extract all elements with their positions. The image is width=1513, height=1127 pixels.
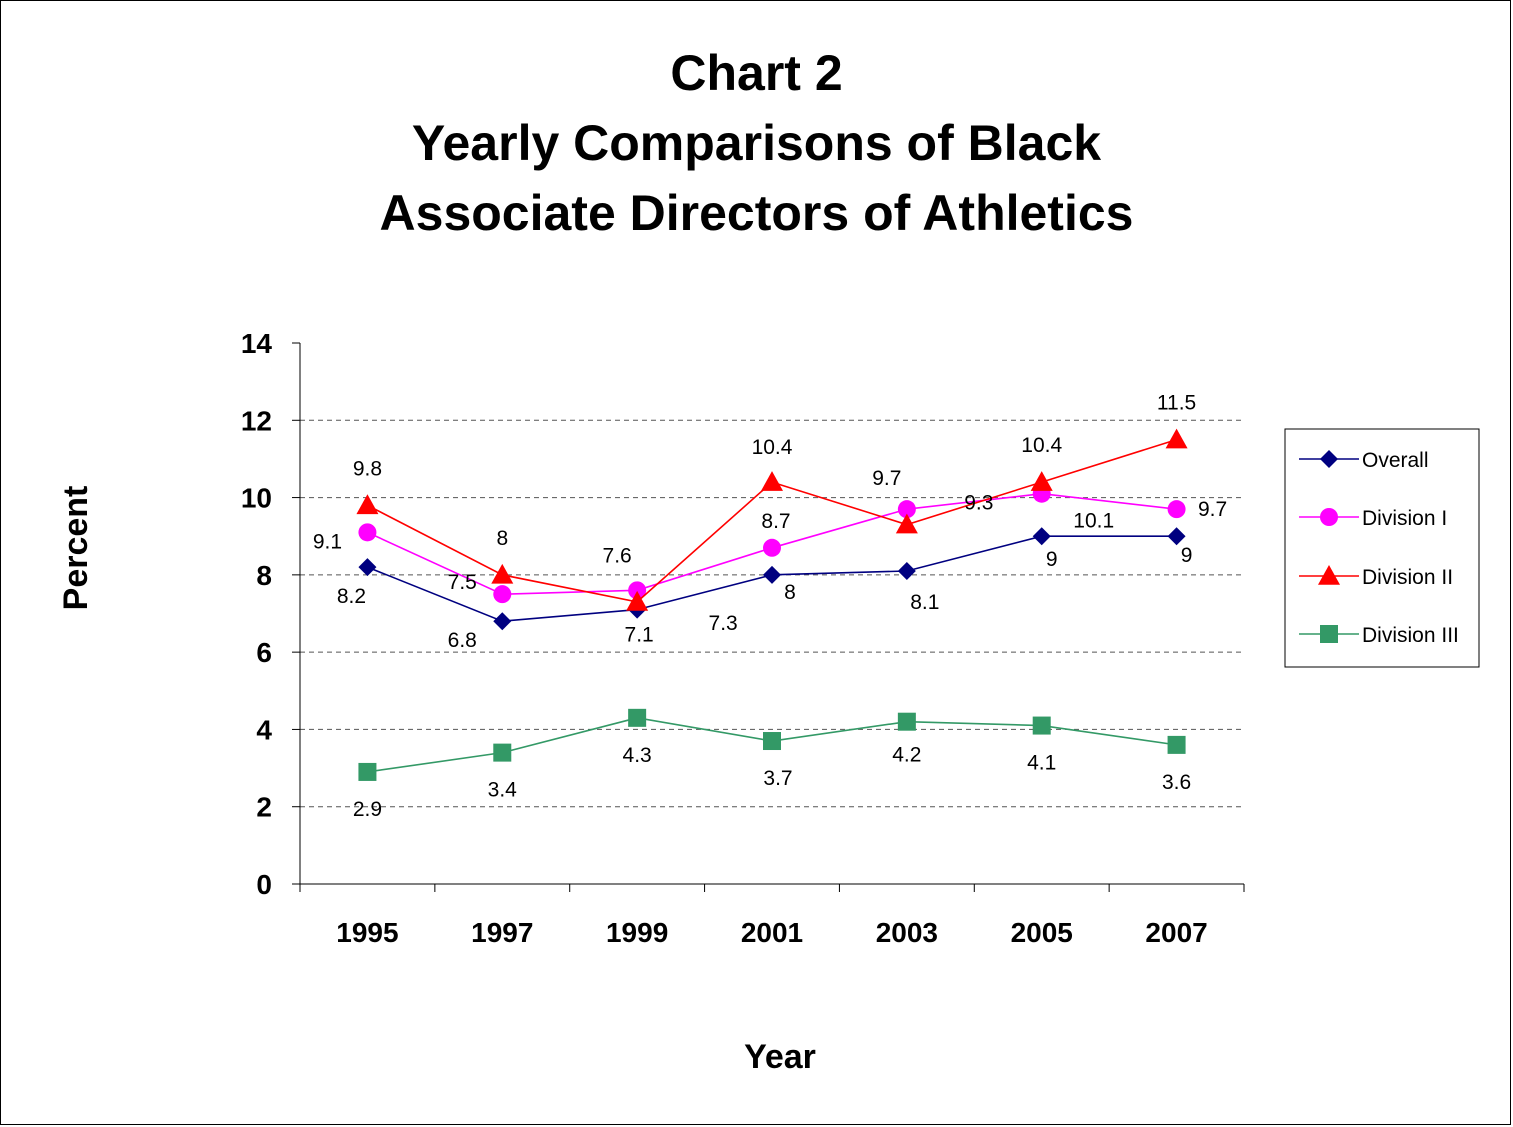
data-label-overall: 8 — [784, 581, 796, 604]
data-label-division-i: 7.6 — [603, 544, 632, 567]
data-label-division-iii: 3.7 — [763, 767, 792, 790]
y-tick-label: 4 — [256, 714, 272, 745]
data-label-division-i: 9.7 — [1198, 498, 1227, 521]
data-label-division-iii: 3.6 — [1162, 771, 1191, 794]
y-tick-label: 6 — [256, 637, 272, 668]
data-label-division-ii: 9.3 — [964, 492, 993, 515]
data-point-division-ii — [491, 563, 514, 584]
data-point-overall — [1167, 527, 1186, 546]
data-label-division-ii: 10.4 — [752, 436, 793, 459]
data-label-division-i: 7.5 — [448, 571, 477, 594]
data-point-division-iii — [897, 712, 916, 731]
legend: Overall Division I Division II Division III — [1284, 428, 1480, 668]
legend-label-division-ii: Division II — [1362, 566, 1453, 589]
legend-label-overall: Overall — [1362, 449, 1429, 472]
data-label-overall: 9 — [1181, 544, 1193, 567]
data-label-division-i: 10.1 — [1073, 510, 1114, 533]
series-group — [356, 428, 1188, 781]
y-tick-label: 2 — [256, 792, 272, 823]
x-tick-label: 2003 — [876, 917, 938, 948]
data-point-overall — [763, 565, 781, 584]
data-label-division-i: 9.1 — [313, 530, 342, 553]
data-point-division-iii — [1032, 716, 1051, 735]
data-label-division-i: 9.7 — [872, 467, 901, 490]
data-point-overall — [493, 612, 512, 631]
data-label-division-i: 8.7 — [761, 510, 790, 533]
chart-title-line-2: Yearly Comparisons of Black — [411, 115, 1102, 171]
legend-label-division-i: Division I — [1362, 507, 1447, 530]
y-tick-label: 12 — [241, 405, 272, 436]
gridlines — [300, 419, 1244, 808]
x-tick-label: 2007 — [1145, 917, 1207, 948]
data-point-division-iii — [493, 743, 512, 762]
x-tick-label: 1999 — [606, 917, 668, 948]
legend-marker-division-i — [1320, 508, 1338, 526]
x-tick-label: 1997 — [471, 917, 533, 948]
x-tick-label: 2001 — [741, 917, 803, 948]
legend-marker-division-ii — [1318, 565, 1340, 585]
data-point-division-iii — [763, 732, 781, 751]
axes — [292, 342, 1245, 892]
data-point-division-ii — [1165, 428, 1188, 449]
data-point-overall — [1032, 527, 1051, 546]
y-tick-label: 0 — [256, 869, 272, 900]
legend-marker-overall — [1320, 450, 1338, 468]
data-point-division-i — [628, 581, 647, 600]
data-point-division-ii — [626, 590, 649, 611]
data-labels: 8.2 6.8 7.1 8 8.1 9 9 9.1 7.5 7.6 8.7 9.7 10.1 9.7 9.8… — [313, 392, 1227, 821]
data-point-division-i — [358, 523, 377, 542]
data-point-division-ii — [761, 471, 783, 491]
data-point-division-i — [493, 585, 512, 604]
x-axis-title: Year — [744, 1038, 816, 1076]
data-point-division-i — [1167, 500, 1186, 519]
y-tick-labels: 0 2 4 6 8 10 12 14 — [241, 328, 273, 900]
data-label-overall: 7.1 — [625, 624, 654, 647]
x-tick-label: 1995 — [336, 917, 398, 948]
y-tick-label: 8 — [256, 560, 272, 591]
chart-title-line-3: Associate Directors of Athletics — [379, 185, 1134, 241]
data-label-overall: 8.2 — [337, 585, 366, 608]
data-label-division-ii: 9.8 — [353, 457, 382, 480]
legend-marker-division-iii — [1320, 625, 1338, 643]
data-label-division-ii: 8 — [496, 527, 508, 550]
data-label-division-iii: 3.4 — [488, 779, 518, 802]
y-tick-label: 14 — [241, 328, 273, 359]
data-point-division-i — [763, 538, 781, 557]
legend-box — [1284, 428, 1480, 668]
data-point-division-ii — [895, 513, 918, 534]
data-label-overall: 9 — [1046, 548, 1058, 571]
data-label-division-ii: 10.4 — [1021, 434, 1062, 457]
data-label-division-ii: 11.5 — [1157, 392, 1196, 415]
data-label-overall: 6.8 — [448, 629, 477, 652]
legend-label-division-iii: Division III — [1362, 624, 1459, 647]
data-label-overall: 8.1 — [910, 591, 939, 614]
data-label-division-iii: 2.9 — [353, 798, 382, 821]
chart-title-line-1: Chart 2 — [670, 45, 843, 101]
data-point-division-iii — [628, 708, 647, 727]
data-label-division-iii: 4.1 — [1027, 752, 1056, 775]
data-label-division-iii: 4.3 — [623, 744, 652, 767]
y-tick-label: 10 — [241, 483, 272, 514]
data-point-division-i — [897, 500, 916, 519]
data-point-overall — [897, 561, 916, 580]
data-point-division-iii — [358, 762, 377, 781]
y-axis-title: Percent — [57, 486, 95, 611]
data-point-division-iii — [1167, 735, 1186, 754]
x-tick-label: 2005 — [1011, 917, 1073, 948]
data-label-division-ii: 7.3 — [709, 612, 738, 635]
data-point-overall — [358, 558, 377, 577]
data-label-division-iii: 4.2 — [892, 744, 921, 767]
x-tick-labels: 1995 1997 1999 2001 2003 2005 2007 — [336, 917, 1207, 948]
data-point-division-ii — [1030, 471, 1053, 491]
data-point-division-ii — [356, 494, 379, 515]
